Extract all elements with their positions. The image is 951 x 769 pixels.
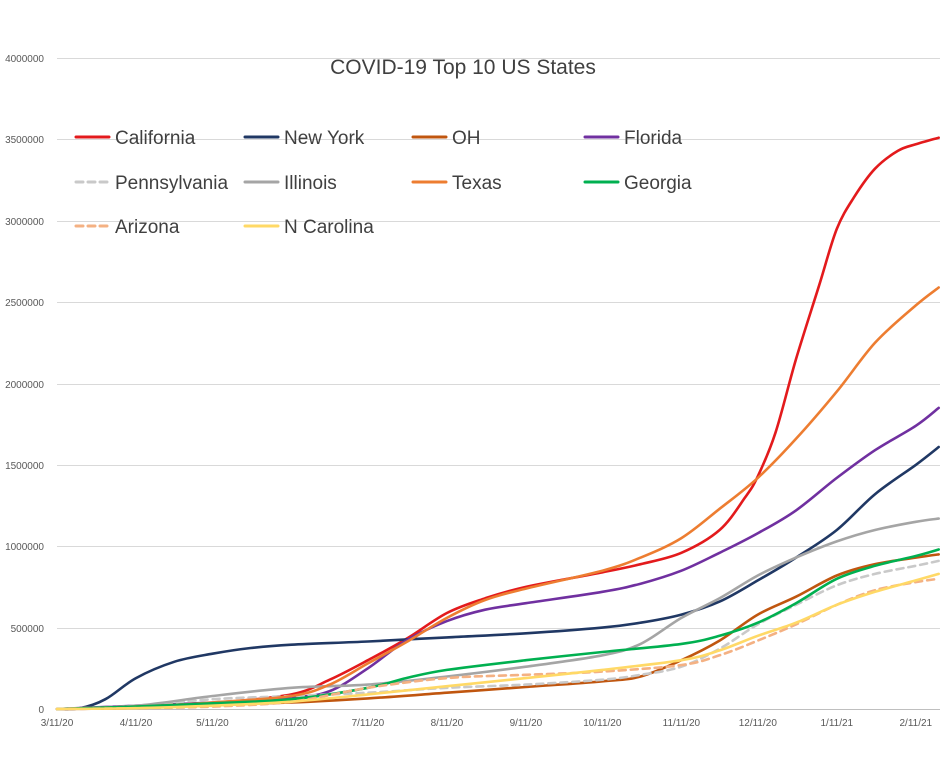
- legend-item-california: California: [74, 128, 196, 149]
- x-tick-label: 9/11/20: [510, 718, 543, 729]
- legend-label: Georgia: [624, 173, 692, 194]
- x-tick-label: 5/11/20: [196, 718, 229, 729]
- x-tick-label: 4/11/20: [120, 718, 153, 729]
- x-tick-label: 3/11/20: [41, 718, 74, 729]
- legend-label: Pennsylvania: [115, 173, 228, 194]
- legend-item-oh: OH: [411, 128, 481, 149]
- legend-item-arizona: Arizona: [74, 217, 180, 238]
- y-tick-label: 3500000: [5, 135, 44, 146]
- x-tick-label: 2/11/21: [899, 718, 932, 729]
- x-tick-label: 12/11/20: [739, 718, 778, 729]
- legend-label: New York: [284, 128, 365, 149]
- legend-label: Florida: [624, 128, 683, 149]
- legend-item-texas: Texas: [411, 173, 502, 194]
- legend-label: California: [115, 128, 196, 149]
- series-line-new-york: [55, 445, 940, 711]
- x-tick-label: 1/11/21: [820, 718, 853, 729]
- legend-item-georgia: Georgia: [583, 173, 692, 194]
- legend-item-pennsylvania: Pennsylvania: [74, 173, 228, 194]
- y-tick-label: 1000000: [5, 542, 44, 553]
- legend-item-new-york: New York: [243, 128, 365, 149]
- gridlines: [57, 58, 940, 710]
- y-axis-tick-labels: 0 500000 1000000 1500000 2000000 2500000 30000…: [5, 54, 44, 716]
- x-axis-tick-labels: 3/11/20 4/11/20 5/11/20 6/11/20 7/11/20 8/11/…: [41, 718, 933, 729]
- y-tick-label: 1500000: [5, 461, 44, 472]
- series-line-georgia: [55, 548, 940, 711]
- legend-label: Illinois: [284, 173, 337, 194]
- series-lines: [55, 136, 940, 711]
- series-line-florida: [55, 406, 940, 711]
- legend-item-n-carolina: N Carolina: [243, 217, 374, 238]
- x-tick-label: 6/11/20: [275, 718, 308, 729]
- legend-label: N Carolina: [284, 217, 374, 238]
- series-line-california: [55, 136, 940, 711]
- x-tick-label: 8/11/20: [431, 718, 464, 729]
- x-tick-label: 11/11/20: [663, 718, 701, 729]
- y-tick-label: 4000000: [5, 54, 44, 65]
- y-tick-label: 2500000: [5, 298, 44, 309]
- legend-label: OH: [452, 128, 481, 149]
- legend-item-florida: Florida: [583, 128, 683, 149]
- y-tick-label: 0: [38, 705, 44, 716]
- series-line-n-carolina: [55, 572, 940, 711]
- chart-title: COVID-19 Top 10 US States: [330, 56, 596, 79]
- x-tick-label: 7/11/20: [352, 718, 385, 729]
- legend-item-illinois: Illinois: [243, 173, 337, 194]
- legend: California New York OH Florida Pennsylvania I…: [74, 128, 692, 238]
- x-tick-label: 10/11/20: [583, 718, 622, 729]
- legend-label: Texas: [452, 173, 502, 194]
- y-tick-label: 2000000: [5, 380, 44, 391]
- y-tick-label: 3000000: [5, 217, 44, 228]
- y-tick-label: 500000: [11, 624, 45, 635]
- series-line-texas: [55, 286, 940, 711]
- series-line-pennsylvania: [55, 559, 940, 711]
- legend-label: Arizona: [115, 217, 180, 238]
